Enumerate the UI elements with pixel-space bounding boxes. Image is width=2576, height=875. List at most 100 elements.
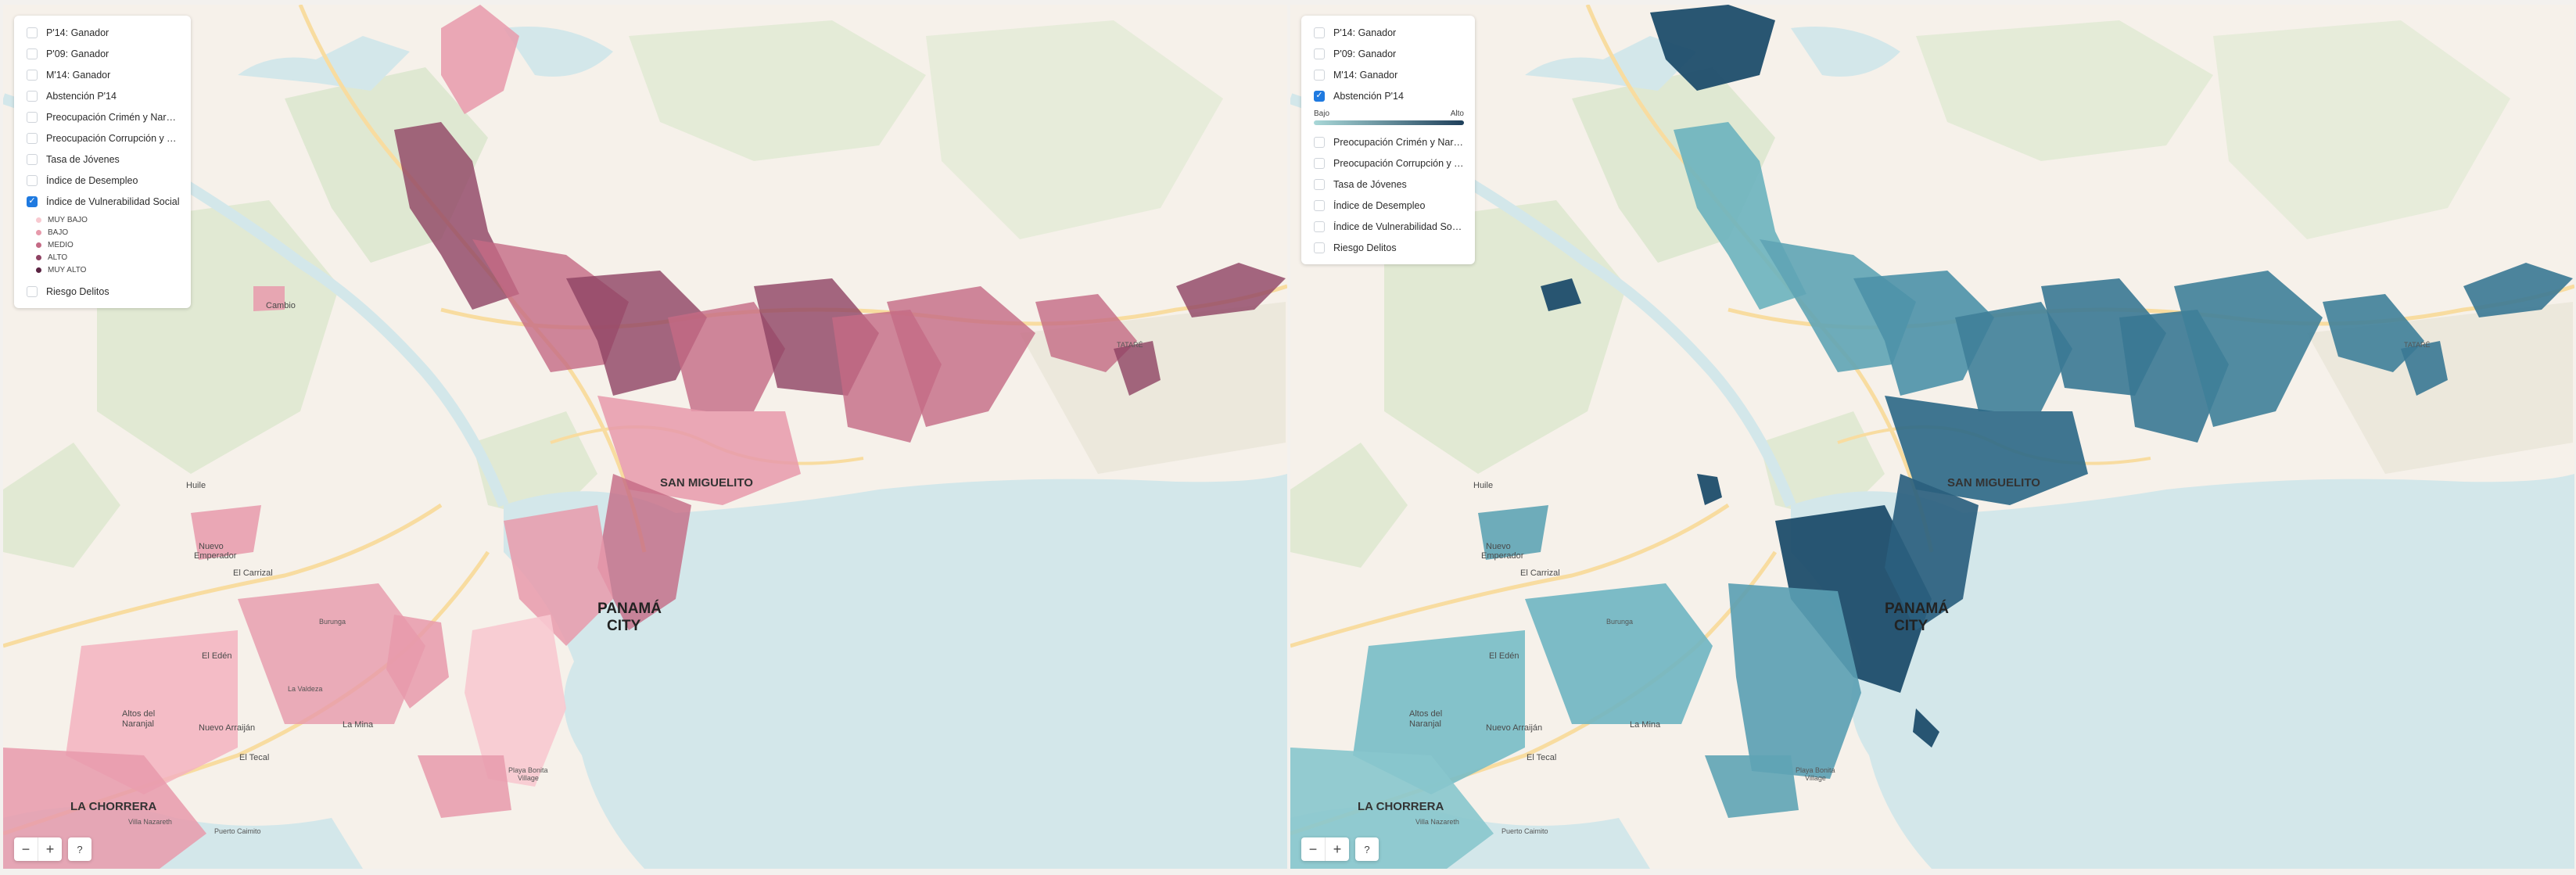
layer-checkbox[interactable] [27,285,38,297]
label-el-tecal: El Tecal [1527,753,1556,762]
vulnerability-legend: MUY BAJO BAJO MEDIO ALTO MUY ALTO [14,212,191,281]
layer-riesgo-delitos[interactable]: Riesgo Delitos [1301,237,1475,258]
layer-preocupacion-corrupcion[interactable]: Preocupación Corrupción y Tra... [1301,152,1475,174]
legend-swatch [36,229,41,235]
label-nuevo-arraijan: Nuevo Arraiján [1486,723,1542,733]
layer-checkbox[interactable] [27,111,38,123]
layer-checkbox[interactable] [1314,69,1325,81]
layer-label: Riesgo Delitos [46,285,109,297]
right-layer-panel: P'14: Ganador P'09: Ganador M'14: Ganado… [1301,16,1475,264]
layer-label: M'14: Ganador [1333,69,1398,81]
gradient-bar [1314,120,1464,125]
layer-label: Índice de Vulnerabilidad Social [1333,221,1464,232]
layer-checkbox-checked[interactable]: ✓ [1314,90,1325,102]
layer-checkbox[interactable] [1314,27,1325,38]
legend-swatch [36,254,41,260]
label-nuevo-emperador-2: Emperador [194,551,237,561]
label-panama-city-1: PANAMÁ [1885,600,1949,617]
legend-label: ALTO [48,253,68,262]
layer-p14-ganador[interactable]: P'14: Ganador [14,22,191,43]
layer-p09-ganador[interactable]: P'09: Ganador [1301,43,1475,64]
layer-abstencion-p14[interactable]: Abstención P'14 [14,85,191,106]
layer-checkbox[interactable] [1314,199,1325,211]
layer-riesgo-delitos[interactable]: Riesgo Delitos [14,281,191,302]
legend-swatch [36,242,41,248]
label-playa-bonita-2: Village [1805,774,1826,782]
label-playa-bonita-1: Playa Bonita [508,766,548,774]
zoom-out-button[interactable]: − [21,841,30,857]
label-la-mina: La Mina [1630,720,1661,730]
layer-label: Preocupación Crimén y Narcotr... [46,111,180,123]
layer-indice-vulnerabilidad[interactable]: Índice de Vulnerabilidad Social [1301,216,1475,237]
left-layer-panel: P'14: Ganador P'09: Ganador M'14: Ganado… [14,16,191,308]
layer-checkbox[interactable] [27,27,38,38]
abstention-gradient-legend: Bajo Alto [1301,106,1475,131]
layer-p14-ganador[interactable]: P'14: Ganador [1301,22,1475,43]
layer-preocupacion-corrupcion[interactable]: Preocupación Corrupción y Tra... [14,127,191,149]
layer-checkbox[interactable] [1314,242,1325,253]
legend-label: BAJO [48,228,69,237]
layer-tasa-jovenes[interactable]: Tasa de Jóvenes [1301,174,1475,195]
label-el-eden: El Edén [202,651,232,661]
zoom-out-button[interactable]: − [1308,841,1318,857]
layer-preocupacion-crimen[interactable]: Preocupación Crimén y Narcotr... [1301,131,1475,152]
label-la-chorrera: LA CHORRERA [1358,800,1444,813]
label-altos-del-naranjal-2: Naranjal [1409,719,1441,729]
label-huile: Huile [1473,481,1493,490]
label-huile: Huile [186,481,206,490]
layer-checkbox[interactable] [1314,157,1325,169]
gradient-low-label: Bajo [1314,109,1330,118]
legend-swatch [36,267,41,273]
label-altos-del-naranjal-2: Naranjal [122,719,154,729]
layer-label: Abstención P'14 [1333,90,1404,102]
zoom-in-button[interactable]: + [38,837,62,861]
layer-checkbox[interactable] [1314,136,1325,148]
label-el-tecal: El Tecal [239,753,269,762]
label-el-eden: El Edén [1489,651,1519,661]
right-map-controls: − + ? [1301,837,1379,861]
help-button[interactable]: ? [1355,837,1379,861]
layer-indice-vulnerabilidad[interactable]: ✓ Índice de Vulnerabilidad Social [14,191,191,212]
layer-checkbox[interactable] [1314,221,1325,232]
layer-label: Índice de Desempleo [1333,199,1426,211]
gradient-high-label: Alto [1450,109,1464,118]
left-map-canvas[interactable]: PANAMÁ CITY SAN MIGUELITO LA CHORRERA Nu… [3,5,1287,869]
layer-checkbox-checked[interactable]: ✓ [27,195,38,207]
layer-label: P'14: Ganador [46,27,109,38]
layer-indice-desempleo[interactable]: Índice de Desempleo [1301,195,1475,216]
layer-m14-ganador[interactable]: M'14: Ganador [1301,64,1475,85]
zoom-in-button[interactable]: + [1325,837,1349,861]
legend-label: MUY BAJO [48,215,88,224]
layer-tasa-jovenes[interactable]: Tasa de Jóvenes [14,149,191,170]
left-map-vulnerability[interactable]: PANAMÁ CITY SAN MIGUELITO LA CHORRERA Nu… [3,5,1287,869]
label-la-valdeza: La Valdeza [288,685,322,693]
layer-abstencion-p14[interactable]: ✓ Abstención P'14 [1301,85,1475,106]
layer-checkbox[interactable] [27,174,38,186]
label-el-carrizal: El Carrizal [233,568,273,578]
layer-checkbox[interactable] [27,48,38,59]
label-panama-city-1: PANAMÁ [597,600,662,617]
layer-m14-ganador[interactable]: M'14: Ganador [14,64,191,85]
help-button[interactable]: ? [68,837,91,861]
label-la-mina: La Mina [343,720,374,730]
layer-checkbox[interactable] [27,132,38,144]
label-panama-city-2: CITY [607,618,641,634]
legend-item: BAJO [36,226,178,238]
layer-label: Tasa de Jóvenes [46,153,120,165]
layer-checkbox[interactable] [27,69,38,81]
label-la-chorrera: LA CHORRERA [70,800,156,813]
layer-checkbox[interactable] [27,90,38,102]
layer-checkbox[interactable] [1314,178,1325,190]
label-villa-nazareth: Villa Nazareth [128,818,172,826]
layer-checkbox[interactable] [27,153,38,165]
layer-preocupacion-crimen[interactable]: Preocupación Crimén y Narcotr... [14,106,191,127]
layer-indice-desempleo[interactable]: Índice de Desempleo [14,170,191,191]
right-map-abstention[interactable]: PANAMÁ CITY SAN MIGUELITO LA CHORRERA Nu… [1290,5,2574,869]
label-san-miguelito: SAN MIGUELITO [1947,476,2040,489]
layer-p09-ganador[interactable]: P'09: Ganador [14,43,191,64]
right-map-canvas[interactable]: PANAMÁ CITY SAN MIGUELITO LA CHORRERA Nu… [1290,5,2574,869]
legend-item: ALTO [36,251,178,264]
left-map-controls: − + ? [14,837,91,861]
label-panama-city-2: CITY [1894,618,1928,634]
layer-checkbox[interactable] [1314,48,1325,59]
